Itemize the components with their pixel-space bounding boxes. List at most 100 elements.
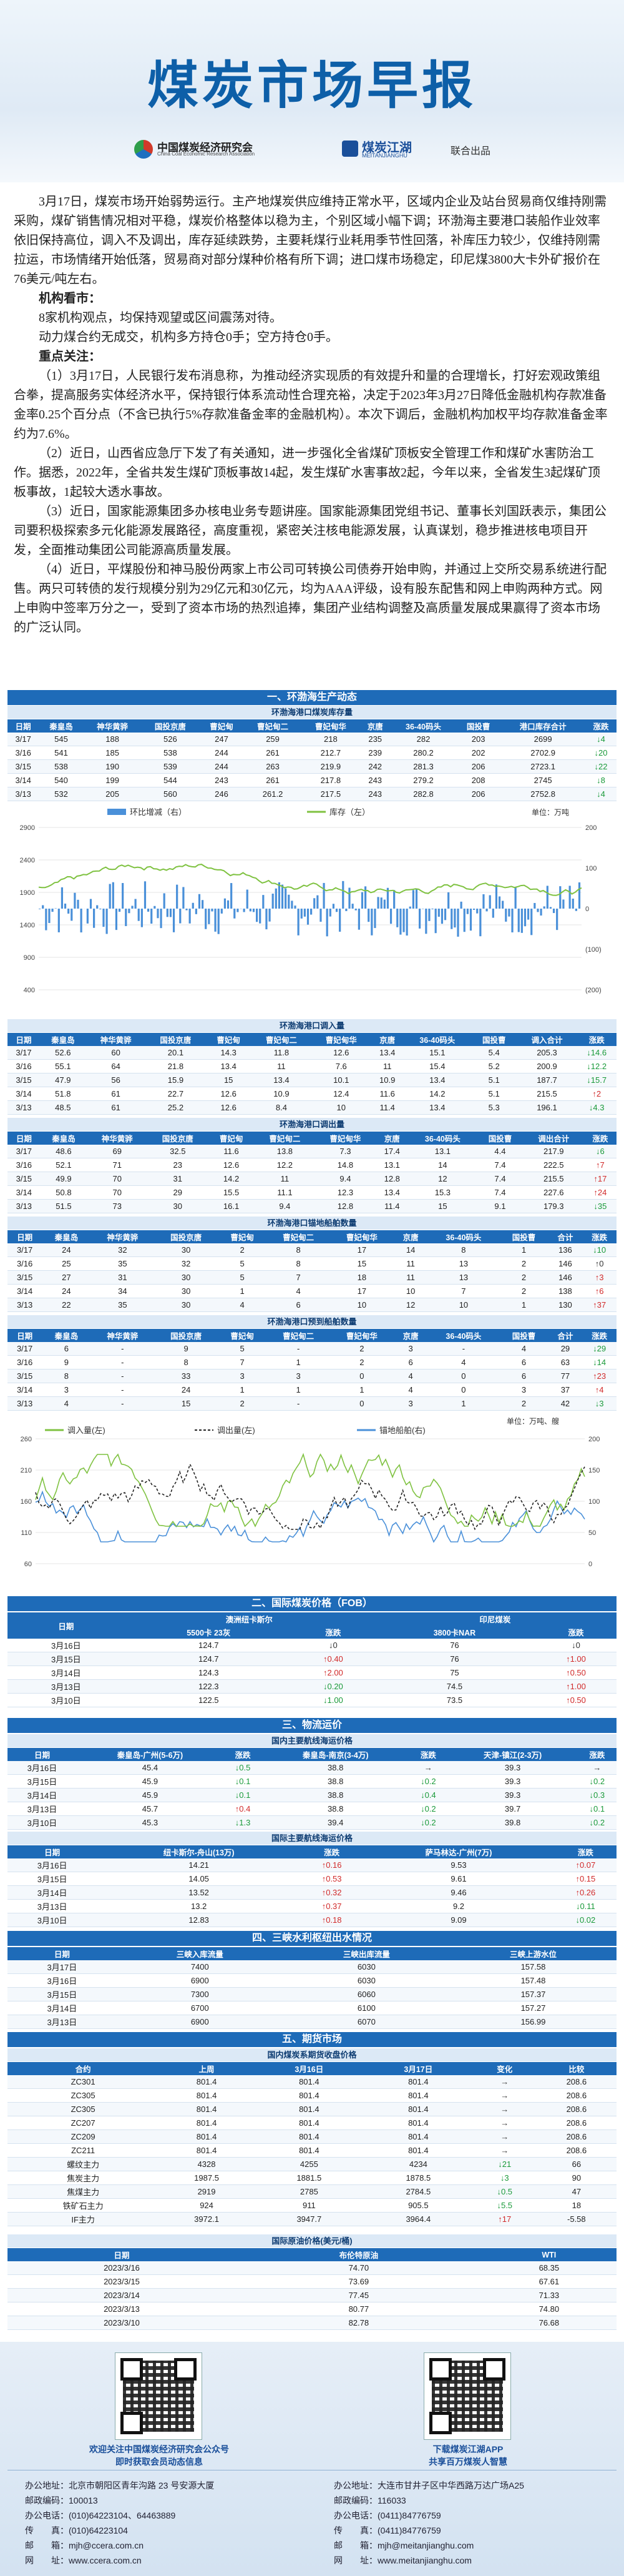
table-cell: 56 <box>85 1073 146 1087</box>
change-bar <box>386 887 389 909</box>
table-cell: ↓0 <box>292 1639 374 1652</box>
table-cell: 11 <box>251 1059 311 1073</box>
table-cell: 64 <box>85 1059 146 1073</box>
table-cell: 9 <box>42 1355 91 1369</box>
column-header: 港口库存合计 <box>500 719 586 733</box>
table-cell: 3/17 <box>7 1342 42 1356</box>
change-bar <box>42 905 44 909</box>
table-cell: 21.8 <box>145 1059 206 1073</box>
change-bar <box>482 894 485 909</box>
table-cell: 13.4 <box>205 1059 251 1073</box>
table-row: 3/13 532 205 560 246 261.2 217.5 243 282.8 206 275… <box>7 787 617 801</box>
column-header: 涨跌 <box>577 1748 617 1761</box>
change-bar <box>434 909 437 934</box>
change-bar <box>361 892 364 909</box>
column-header: 国投京唐 <box>147 1132 208 1145</box>
y2-tick-label: 200 <box>588 1436 600 1443</box>
table-cell: ↓29 <box>582 1342 617 1356</box>
table-cell: 2784.5 <box>363 2184 473 2199</box>
change-bar <box>89 899 92 909</box>
table-cell: 187.7 <box>517 1073 577 1087</box>
table-cell: 279.2 <box>391 773 456 787</box>
table-cell: 8.4 <box>251 1100 311 1115</box>
table-row: 3/15 49.9 70 31 14.2 11 9.4 12.8 12 7.4 215.5 ↑17 <box>7 1172 617 1186</box>
table-row: 3/14 50.8 70 29 15.5 11.1 12.3 13.4 15.3 7.4 227.6… <box>7 1185 617 1200</box>
column-header: 京唐 <box>393 1329 428 1342</box>
table-cell: 3/14 <box>7 1087 40 1101</box>
report-title: 煤炭市场早报 <box>147 57 477 114</box>
section-3-title: 三、物流运价 <box>7 1718 617 1733</box>
table-cell: ↑17 <box>472 2212 537 2226</box>
legend-label: 调入量(左) <box>67 1426 105 1435</box>
table-cell: 7.4 <box>477 1185 524 1200</box>
table-cell: 6 <box>499 1355 548 1369</box>
column-header: 国投曹 <box>499 1230 548 1243</box>
change-bar <box>54 908 57 909</box>
app-qr-code-icon[interactable] <box>424 2353 510 2439</box>
table-cell: 4.4 <box>477 1145 524 1158</box>
table-cell: ↑0.4 <box>223 1802 263 1816</box>
table-cell: ↑17 <box>583 1172 617 1186</box>
futures-table-title: 国内煤炭系期货收盘价格 <box>7 2048 617 2061</box>
column-header: 澳洲纽卡斯尔 <box>124 1612 374 1626</box>
change-bar <box>303 909 306 917</box>
table-cell: 3月14日 <box>7 1788 77 1802</box>
column-header: 国投京唐 <box>154 1329 218 1342</box>
ccera-qr-code-icon[interactable] <box>115 2353 202 2439</box>
report-header: 煤炭市场早报 中国煤炭经济研究会 China Coal Economic Res… <box>0 0 624 182</box>
change-bar <box>358 909 360 930</box>
table-cell: 215.5 <box>523 1172 584 1186</box>
column-header: 曹妃甸二 <box>254 1132 315 1145</box>
table-cell: 22.7 <box>145 1087 206 1101</box>
table-cell: 31 <box>147 1172 208 1186</box>
table-cell: 3 <box>393 1396 428 1411</box>
ccera-name-en: China Coal Economic Research Association <box>157 151 255 157</box>
column-header: 神华黄骅 <box>85 1033 146 1046</box>
table-row: 3/15 538 190 539 244 263 219.9 242 281.3 206 2723.… <box>7 759 617 774</box>
table-cell: 37 <box>548 1383 583 1397</box>
table-header-row: 日期 秦皇岛 神华黄骅 国投京唐 曹妃甸 曹妃甸二 曹妃甸华 京唐 36-40码头 国投曹 合计 涨跌 <box>7 1230 617 1243</box>
table-cell: 3 <box>218 1369 267 1383</box>
y-tick-label: 900 <box>24 954 35 962</box>
table-cell: 27 <box>42 1270 91 1285</box>
table-cell: 69 <box>87 1145 148 1158</box>
table-row: 3/17 52.6 60 20.1 14.3 11.8 12.6 13.4 15.1 5.4 205… <box>7 1046 617 1060</box>
change-bar <box>495 884 498 909</box>
table-row: 3/15 27 31 30 5 7 18 11 13 2 146 ↑3 <box>7 1270 617 1285</box>
table-cell: 14.3 <box>205 1046 251 1060</box>
change-bar <box>195 909 197 914</box>
column-header: 国投京唐 <box>145 1033 206 1046</box>
change-bar <box>262 895 265 909</box>
table-cell: 76 <box>373 1639 535 1652</box>
y-tick-label: 260 <box>21 1436 32 1443</box>
column-header: 涨跌 <box>583 1132 617 1145</box>
column-header: 曹妃甸华 <box>301 719 360 733</box>
table-cell: 544 <box>141 773 200 787</box>
change-bar <box>256 909 258 922</box>
table-cell: 5.1 <box>470 1087 517 1101</box>
section-5-title: 五、期货市场 <box>7 2032 617 2047</box>
table-cell: 3月10日 <box>7 1913 97 1927</box>
legend-label: 调出量(左) <box>217 1426 255 1435</box>
table-cell: 11.8 <box>251 1046 311 1060</box>
table-cell: 6 <box>42 1342 91 1356</box>
summary-paragraph: （4）近日，平煤股份和神马股份两家上市公司可转换公司债券开始申购，并通过上交所交… <box>14 563 607 634</box>
contact-line: 办公地址：北京市朝阳区青年沟路 23 号安源大厦 <box>25 2480 215 2490</box>
table-cell: 243 <box>359 773 391 787</box>
table-cell: 801.4 <box>254 2143 364 2158</box>
change-bar <box>415 889 418 909</box>
table-cell: 202 <box>456 746 501 760</box>
change-bar <box>348 887 351 909</box>
table-row: 2023/3/15 73.69 67.61 <box>7 2274 617 2289</box>
table-cell: 48.5 <box>40 1100 86 1115</box>
table-cell: - <box>90 1383 155 1397</box>
table-cell: 10 <box>427 1298 500 1312</box>
anchor-table-title: 环渤海港口锚地船舶数量 <box>7 1216 617 1230</box>
table-row: 3月14日 13.52 ↑0.32 9.46 ↑0.26 <box>7 1885 617 1900</box>
column-header: 涨跌 <box>582 1329 617 1342</box>
table-cell: 13.4 <box>403 1100 471 1115</box>
table-cell: 200.9 <box>517 1059 577 1073</box>
table-cell: 3/15 <box>7 1369 42 1383</box>
table-cell: ↓0.2 <box>409 1815 448 1830</box>
table-cell: 39.3 <box>447 1761 578 1775</box>
